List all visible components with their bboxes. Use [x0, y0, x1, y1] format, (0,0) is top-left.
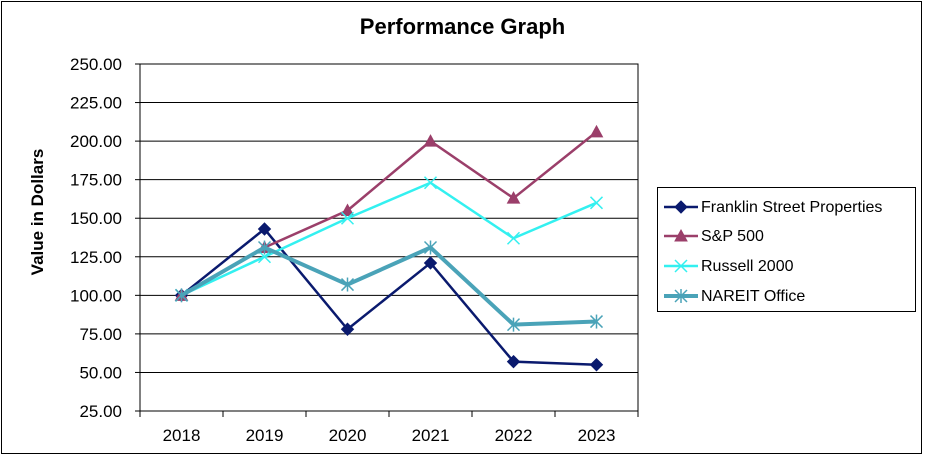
data-point [257, 222, 272, 236]
legend-marker [674, 200, 688, 214]
series-2 [174, 176, 604, 302]
series-line [180, 227, 597, 366]
series-3 [174, 240, 604, 332]
series-lines [174, 124, 604, 372]
legend-marker [674, 259, 688, 273]
data-point [423, 240, 438, 255]
data-point [340, 203, 355, 217]
legend-label: Franklin Street Properties [701, 199, 883, 216]
plot-border [139, 63, 639, 412]
series-0 [174, 222, 604, 372]
data-point [506, 354, 521, 369]
data-point [506, 317, 521, 332]
y-tick-label: 200.00 [70, 132, 122, 151]
y-tick-labels: 25.00 50.00 75.00 100.00 125.00 150.00 175.00 2… [70, 55, 122, 421]
x-tick-label: 2022 [495, 426, 533, 445]
y-tick-label: 50.00 [79, 363, 122, 382]
data-point [174, 288, 189, 303]
data-point [423, 176, 438, 190]
data-point [589, 358, 604, 372]
legend-label: NAREIT Office [701, 288, 806, 305]
data-point [589, 196, 604, 210]
x-tick-label: 2020 [329, 426, 367, 445]
series-line [180, 245, 597, 327]
data-point [340, 322, 355, 336]
y-tick-label: 175.00 [70, 171, 122, 190]
legend-item: S&P 500 [658, 225, 915, 247]
x-tick-label: 2023 [578, 426, 616, 445]
data-point [506, 191, 521, 204]
data-point [340, 211, 355, 225]
series-1 [174, 124, 604, 301]
legend: Franklin Street Properties S&P 500 Russell… [657, 187, 916, 312]
data-point [423, 256, 438, 270]
series-line [180, 130, 598, 297]
y-tick-label: 125.00 [70, 248, 122, 267]
data-point [506, 231, 521, 245]
y-tick-label: 100.00 [70, 286, 122, 305]
legend-label: S&P 500 [701, 228, 764, 245]
x-tick-label: 2018 [163, 426, 201, 445]
axes [135, 63, 639, 417]
legend-swatch [664, 228, 698, 242]
data-point [257, 250, 272, 264]
x-tick-labels: 2018 2019 2020 2021 2022 2023 [163, 426, 616, 445]
data-point [423, 134, 438, 147]
legend-item: Russell 2000 [658, 255, 915, 277]
y-tick-label: 250.00 [70, 55, 122, 74]
legend-marker [674, 289, 688, 303]
legend-swatch [664, 289, 698, 303]
legend-label: Russell 2000 [701, 258, 794, 275]
y-tick-label: 25.00 [79, 402, 122, 421]
x-tick-label: 2019 [246, 426, 284, 445]
y-tick-label: 150.00 [70, 209, 122, 228]
legend-item: NAREIT Office [658, 285, 915, 307]
legend-marker [674, 228, 688, 242]
data-point [589, 124, 604, 138]
legend-swatch [664, 259, 698, 273]
y-tick-label: 75.00 [79, 325, 122, 344]
y-tick-label: 225.00 [70, 94, 122, 113]
data-point [340, 277, 355, 292]
legend-item: Franklin Street Properties [658, 196, 915, 218]
data-point [589, 314, 604, 329]
legend-swatch [664, 200, 698, 214]
x-tick-label: 2021 [412, 426, 450, 445]
data-point [257, 240, 272, 255]
series-line [180, 181, 597, 297]
chart-title: Performance Graph [359, 14, 566, 39]
